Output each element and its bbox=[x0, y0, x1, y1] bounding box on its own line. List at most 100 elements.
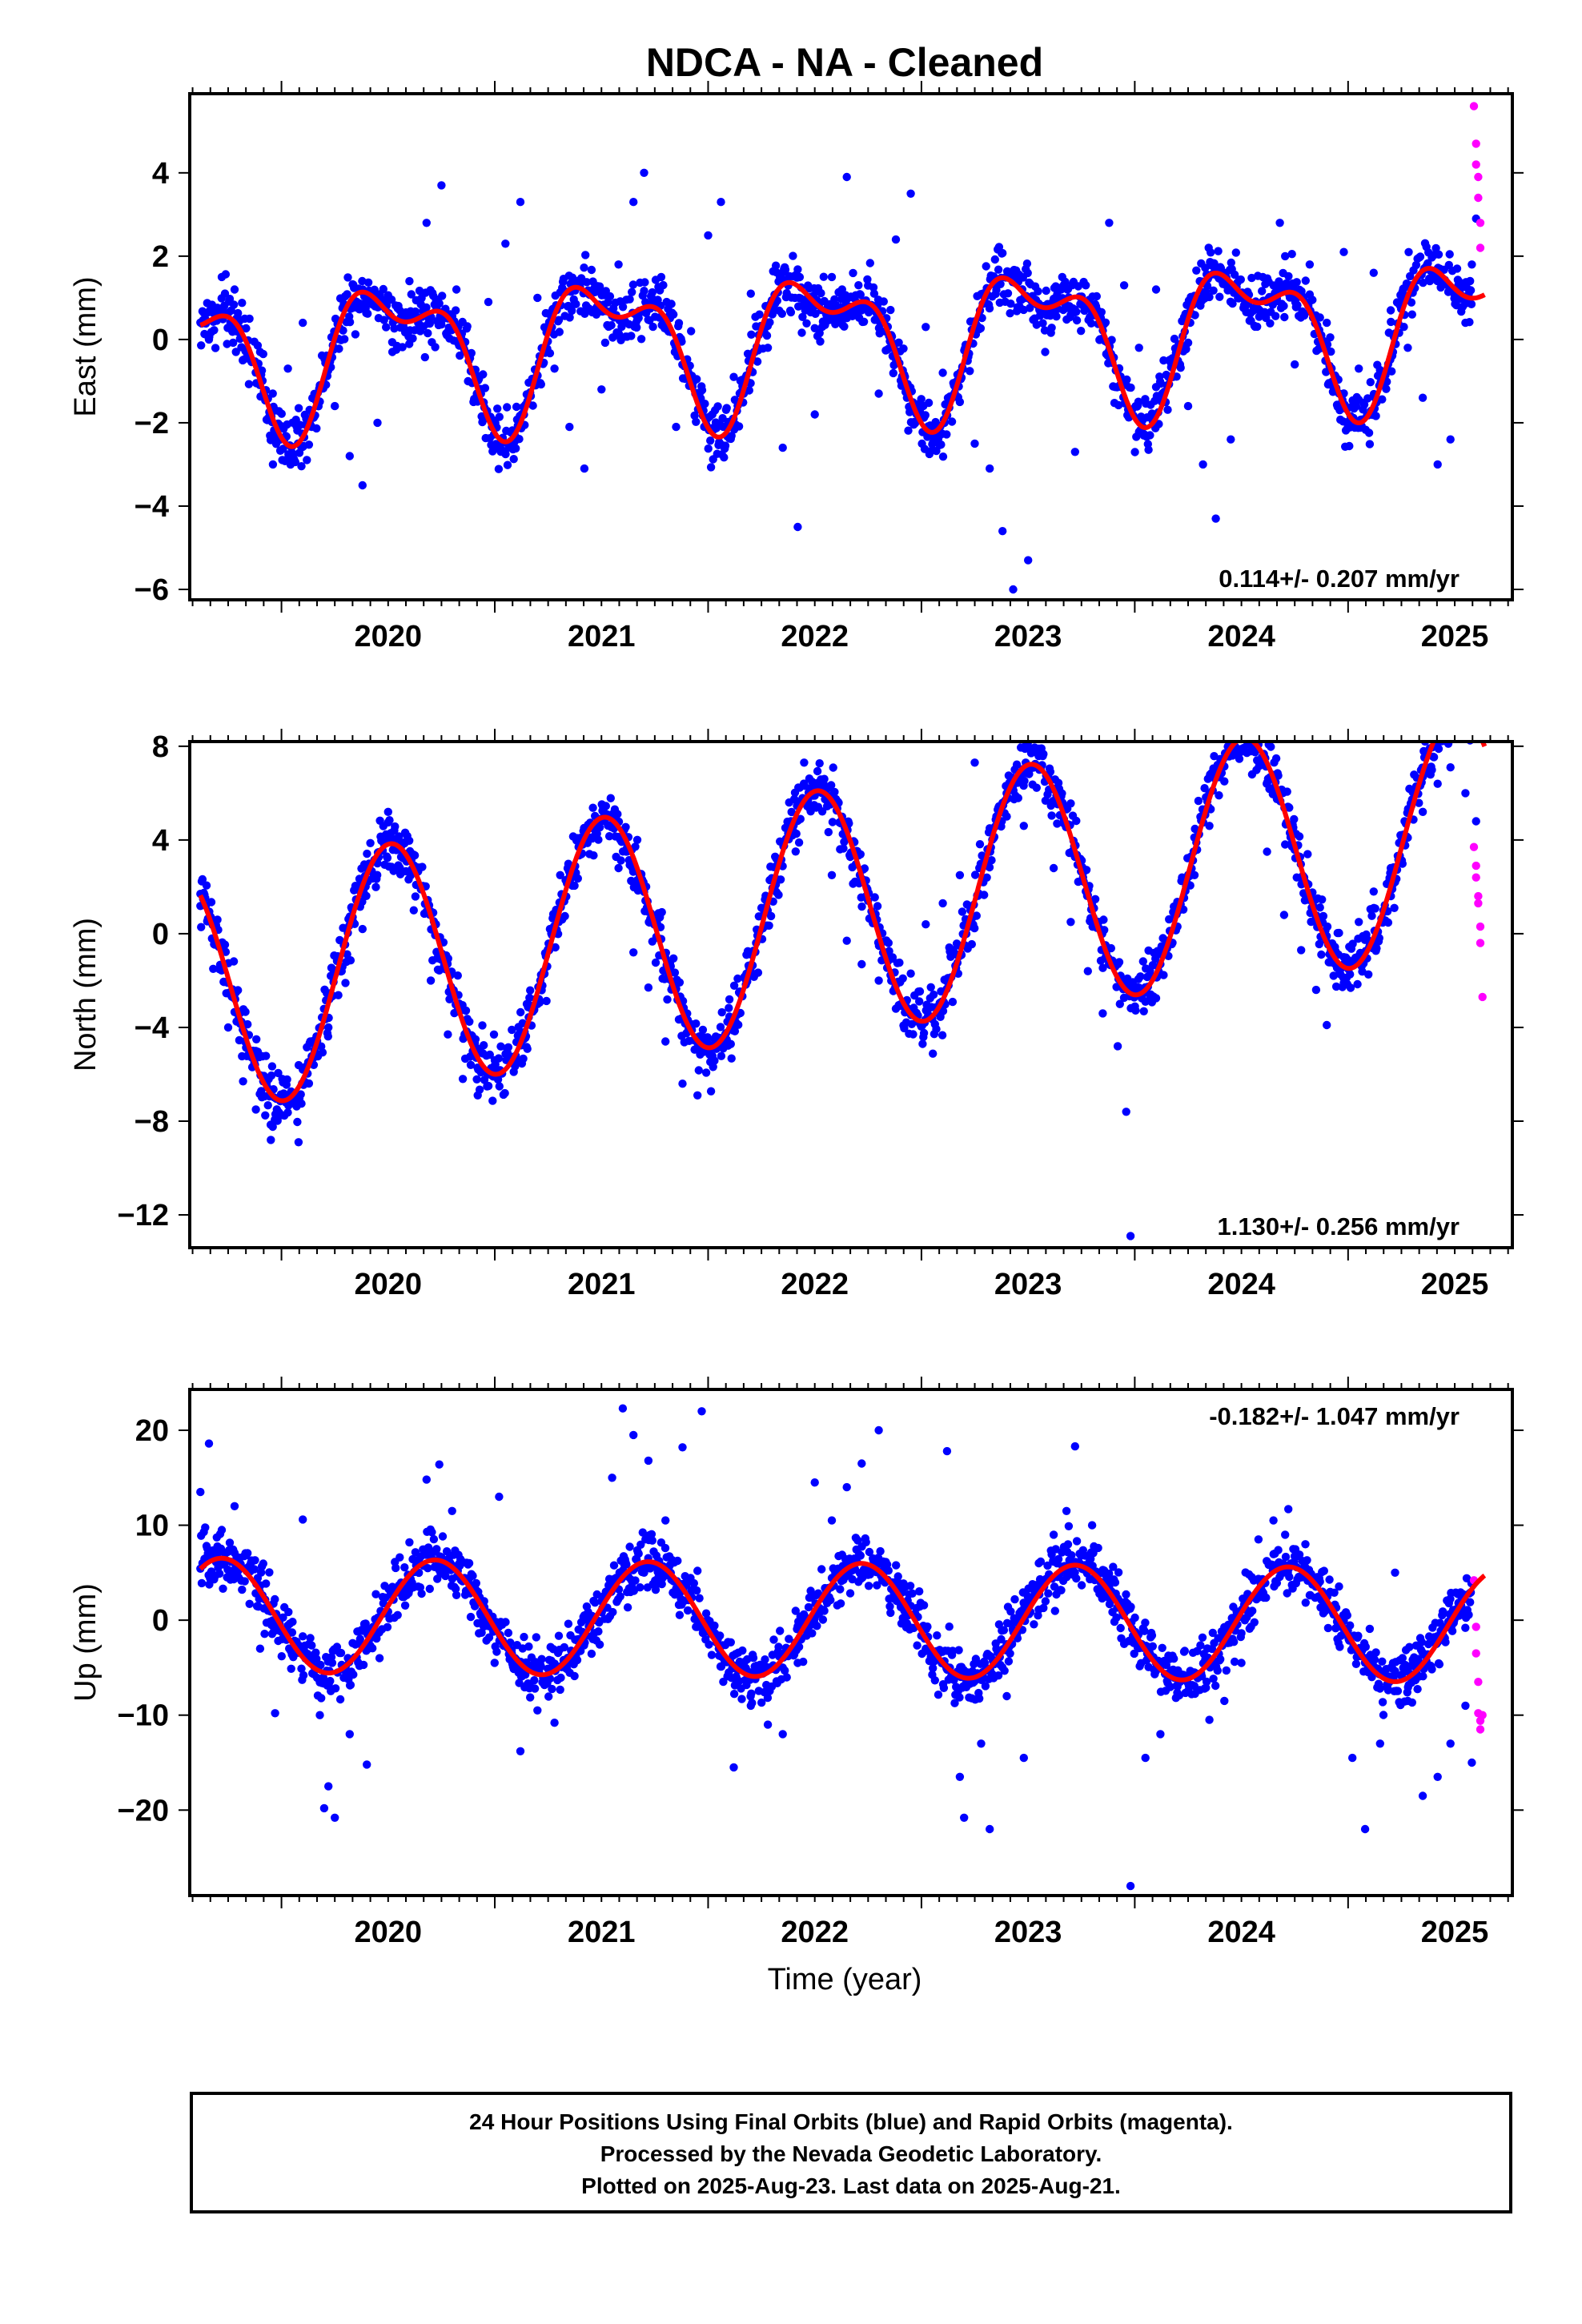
east-final-point bbox=[1327, 347, 1335, 356]
east-final-point bbox=[778, 443, 787, 452]
north-final-point bbox=[1364, 970, 1373, 979]
east-final-point bbox=[343, 273, 352, 282]
east-final-point bbox=[1211, 514, 1220, 523]
north-final-point bbox=[1323, 1020, 1331, 1030]
east-final-point bbox=[996, 279, 1005, 288]
east-final-point bbox=[1419, 278, 1427, 287]
east-final-point bbox=[625, 295, 634, 304]
east-final-point bbox=[1399, 323, 1408, 332]
east-final-point bbox=[494, 464, 504, 473]
y-tick-label: 4 bbox=[152, 824, 169, 858]
east-final-point bbox=[667, 300, 676, 308]
east-final-point bbox=[781, 265, 790, 275]
east-final-point bbox=[720, 453, 729, 462]
east-final-point bbox=[1378, 395, 1387, 404]
north-final-point bbox=[395, 832, 404, 841]
east-final-point bbox=[1203, 281, 1212, 291]
north-final-point bbox=[1232, 732, 1240, 740]
north-final-point bbox=[706, 1087, 716, 1096]
east-final-point bbox=[990, 255, 1000, 264]
north-final-point bbox=[484, 1081, 493, 1091]
east-final-point bbox=[672, 422, 681, 432]
north-final-point bbox=[828, 818, 837, 826]
east-final-point bbox=[1144, 445, 1153, 454]
north-final-point bbox=[884, 939, 893, 947]
east-final-point bbox=[379, 284, 387, 294]
north-final-point bbox=[827, 870, 837, 880]
north-final-point bbox=[1432, 721, 1440, 729]
up-final-point bbox=[747, 1689, 756, 1698]
east-final-point bbox=[565, 422, 574, 432]
north-final-point bbox=[753, 968, 763, 977]
north-final-point bbox=[358, 924, 367, 934]
east-final-point bbox=[704, 444, 713, 453]
east-final-point bbox=[955, 397, 965, 407]
up-final-point bbox=[864, 1582, 873, 1590]
east-final-point bbox=[469, 397, 478, 407]
north-final-point bbox=[406, 871, 416, 880]
north-final-point bbox=[1317, 950, 1326, 959]
up-final-point bbox=[520, 1632, 528, 1642]
east-final-point bbox=[1403, 344, 1412, 352]
north-final-point bbox=[839, 844, 848, 853]
east-model-curve bbox=[199, 266, 1487, 449]
up-final-point bbox=[504, 1628, 513, 1638]
east-final-point bbox=[1134, 397, 1143, 406]
east-final-point bbox=[856, 290, 865, 300]
north-final-point bbox=[1215, 791, 1223, 800]
east-final-point bbox=[966, 367, 974, 376]
north-final-point bbox=[262, 1051, 271, 1060]
east-final-point bbox=[1258, 287, 1267, 296]
east-final-point bbox=[238, 299, 247, 308]
up-final-point bbox=[466, 1612, 476, 1622]
east-final-point bbox=[793, 265, 802, 274]
north-final-point bbox=[1424, 731, 1432, 739]
east-final-point bbox=[697, 386, 707, 395]
east-final-point bbox=[669, 310, 678, 319]
east-final-point bbox=[713, 402, 722, 411]
east-final-point bbox=[509, 455, 518, 464]
north-final-point bbox=[1072, 816, 1081, 826]
east-final-point bbox=[1461, 318, 1470, 328]
north-final-point bbox=[1453, 722, 1461, 730]
east-final-point bbox=[220, 289, 230, 298]
north-final-point bbox=[787, 807, 796, 817]
north-final-point bbox=[694, 1066, 703, 1075]
east-final-point bbox=[1215, 292, 1224, 301]
north-final-point bbox=[504, 1043, 513, 1052]
north-final-point bbox=[670, 968, 680, 977]
north-final-point bbox=[857, 959, 866, 969]
north-final-point bbox=[1248, 726, 1256, 734]
up-final-point bbox=[738, 1646, 747, 1655]
north-final-point bbox=[698, 1025, 708, 1035]
east-final-point bbox=[1301, 276, 1311, 285]
north-final-point bbox=[202, 881, 211, 890]
east-final-point bbox=[795, 272, 805, 282]
north-final-point bbox=[426, 976, 436, 985]
east-final-point bbox=[634, 313, 643, 323]
east-final-point bbox=[283, 364, 292, 373]
north-final-point bbox=[1446, 703, 1454, 711]
up-final-point bbox=[710, 1621, 719, 1630]
east-frame bbox=[188, 92, 1514, 601]
east-final-point bbox=[763, 344, 773, 352]
up-final-point bbox=[954, 1646, 963, 1655]
north-final-point bbox=[774, 891, 783, 899]
east-final-point bbox=[894, 338, 903, 347]
east-final-point bbox=[345, 318, 355, 327]
north-final-point bbox=[1126, 1232, 1135, 1240]
up-final-point bbox=[526, 1693, 535, 1702]
east-final-point bbox=[786, 308, 796, 317]
east-rapid-point bbox=[1469, 102, 1479, 111]
north-final-point bbox=[1367, 911, 1376, 920]
east-final-point bbox=[815, 328, 824, 338]
east-rapid-point bbox=[1472, 139, 1480, 148]
x-tick-label: 2021 bbox=[568, 1268, 636, 1301]
east-final-point bbox=[291, 457, 299, 467]
up-final-point bbox=[490, 1659, 499, 1667]
up-final-point bbox=[934, 1691, 943, 1699]
north-final-point bbox=[294, 1138, 303, 1147]
east-final-point bbox=[211, 344, 220, 352]
east-final-point bbox=[1107, 336, 1116, 344]
up-final-point bbox=[335, 1695, 345, 1704]
